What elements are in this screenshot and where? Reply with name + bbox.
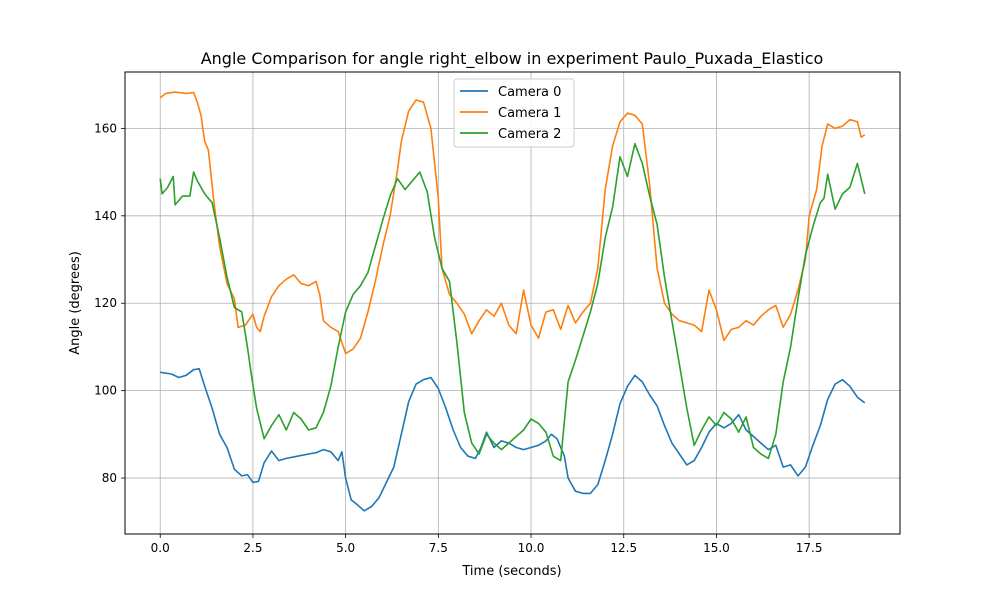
legend-label: Camera 0: [498, 85, 561, 100]
y-axis-label: Angle (degrees): [68, 251, 83, 355]
y-tick-label: 120: [94, 296, 117, 310]
legend-label: Camera 2: [498, 127, 561, 142]
plot-lines: [159, 91, 866, 512]
legend: Camera 0 Camera 1 Camera 2: [453, 78, 575, 148]
x-tick-label: 10.0: [518, 541, 545, 555]
series-line-camera-2: [159, 142, 866, 462]
x-tick-label: 17.5: [796, 541, 823, 555]
y-tick-label: 100: [94, 384, 117, 398]
legend-box: [453, 78, 575, 148]
series-line-camera-1: [159, 91, 866, 355]
x-axis-ticks: 0.0 2.5 5.0 7.5 10.0 12.5 15.0 17.5: [151, 534, 823, 555]
y-tick-label: 160: [94, 121, 117, 135]
y-tick-label: 80: [102, 471, 117, 485]
y-tick-label: 140: [94, 209, 117, 223]
chart-title: Angle Comparison for angle right_elbow i…: [201, 49, 824, 69]
x-axis-label: Time (seconds): [461, 564, 561, 579]
x-tick-label: 12.5: [610, 541, 637, 555]
y-axis-ticks: 80 100 120 140 160: [94, 121, 125, 485]
x-tick-label: 5.0: [336, 541, 355, 555]
x-tick-label: 2.5: [243, 541, 262, 555]
x-tick-label: 0.0: [151, 541, 170, 555]
legend-label: Camera 1: [498, 106, 561, 121]
x-tick-label: 7.5: [429, 541, 448, 555]
x-tick-label: 15.0: [703, 541, 730, 555]
